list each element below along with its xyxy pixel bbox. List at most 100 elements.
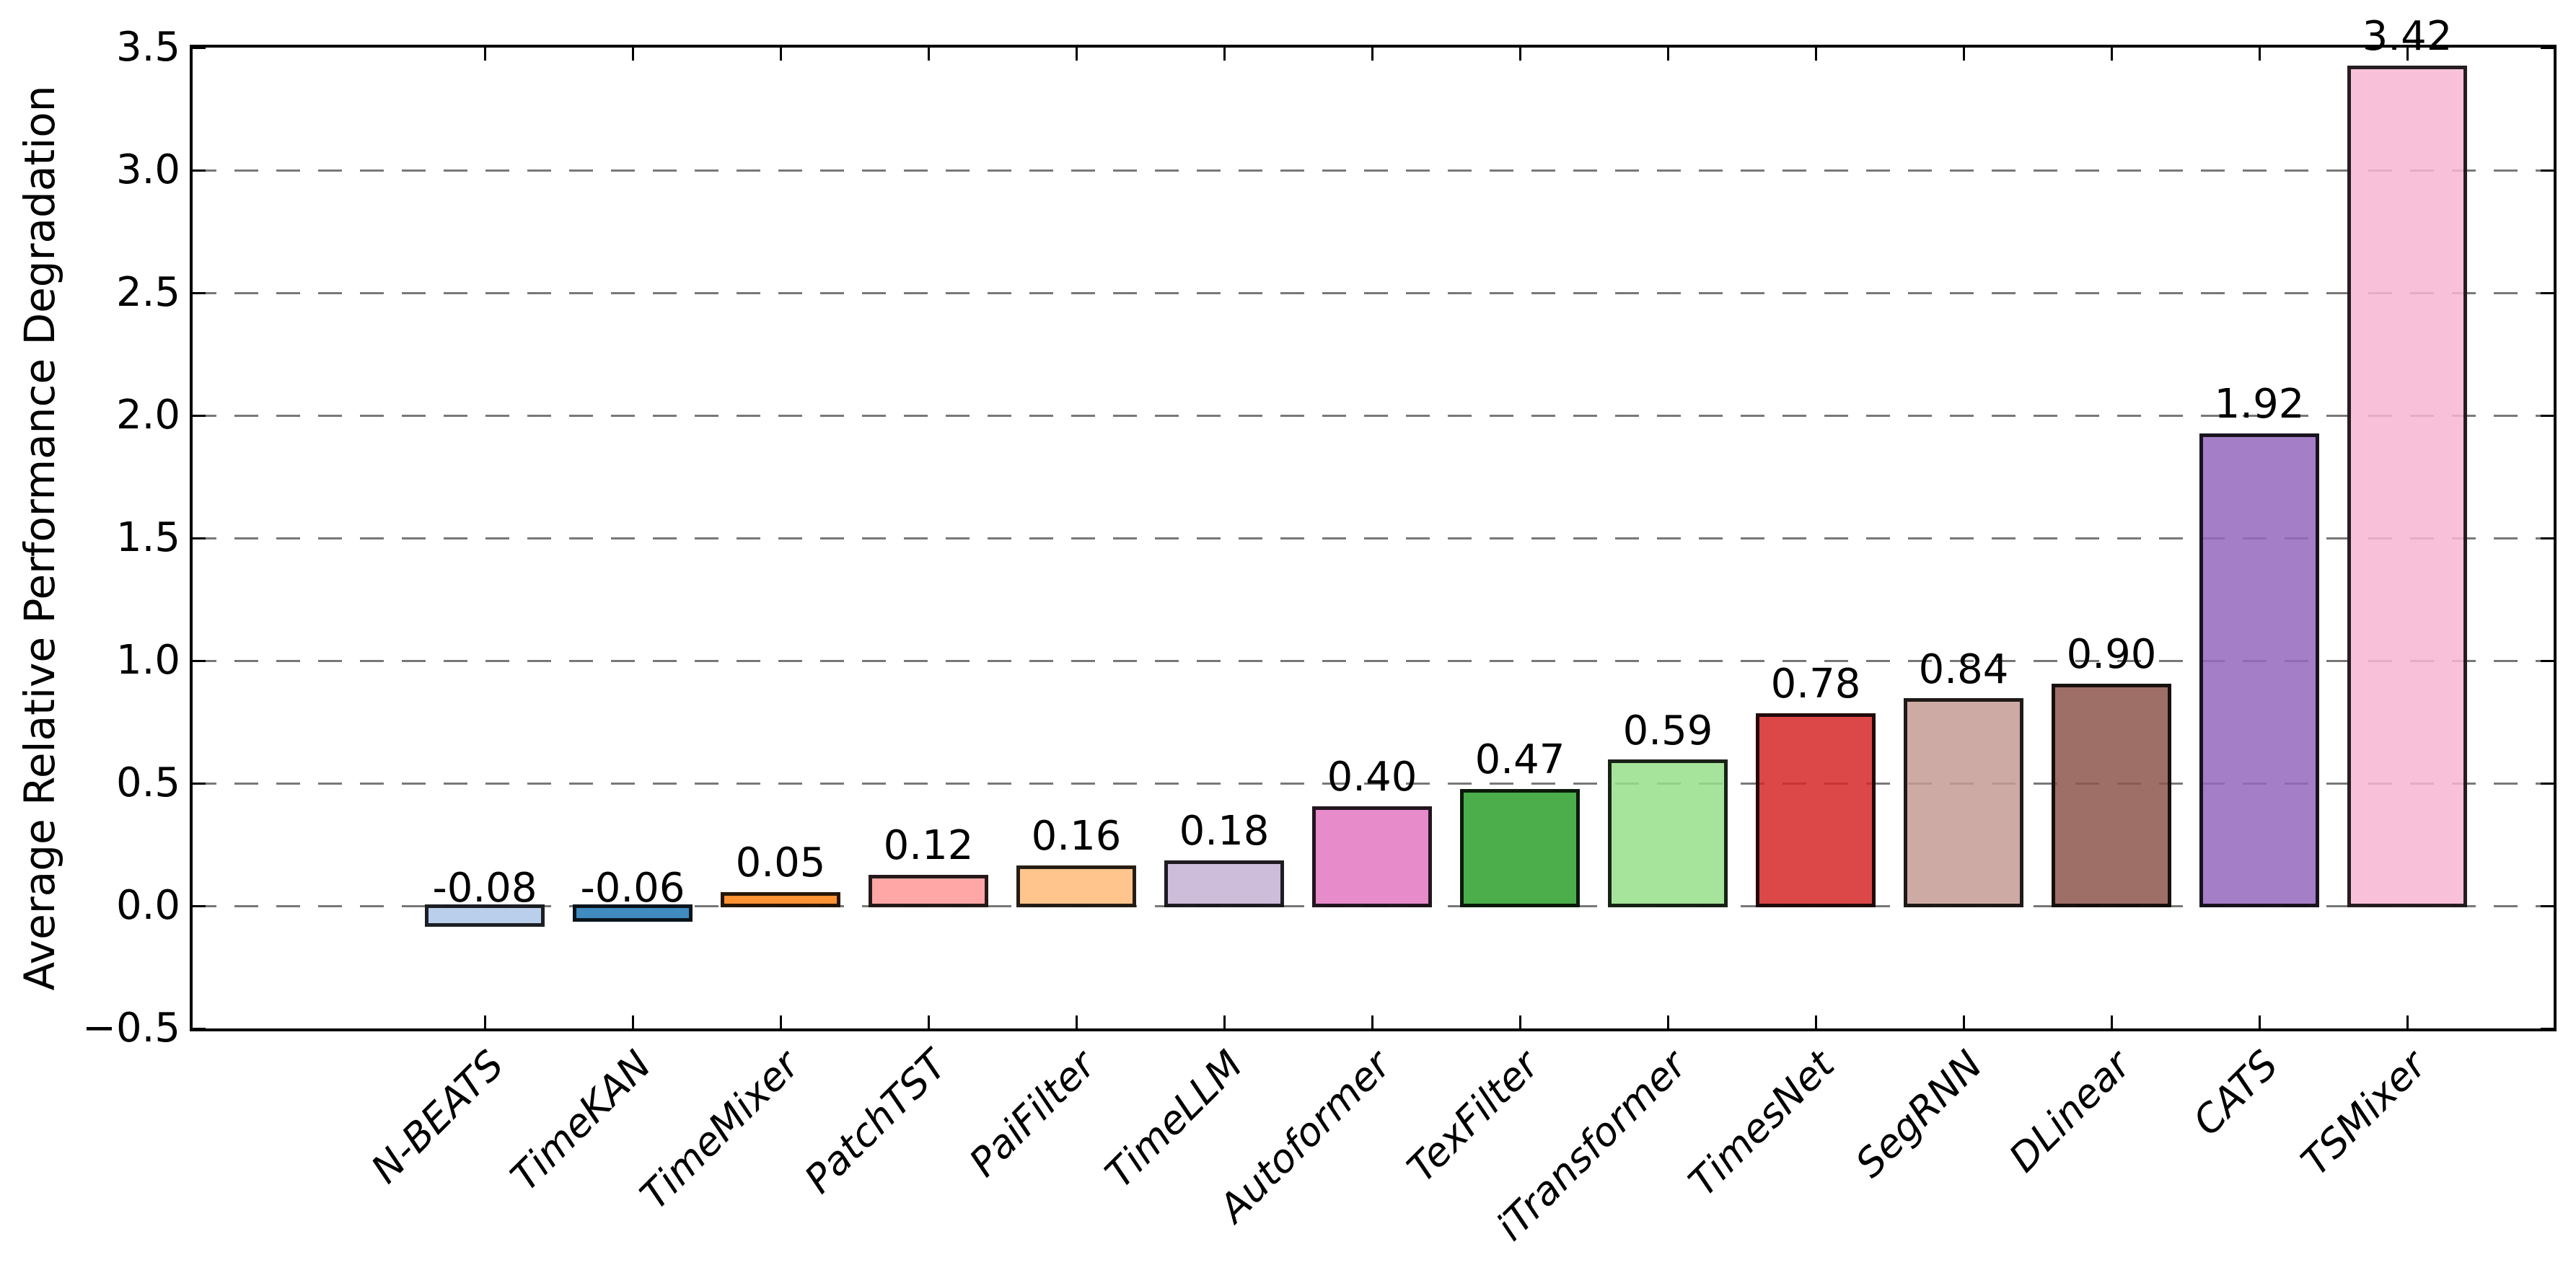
x-tick-top [483, 48, 486, 61]
y-tick-label: 3.5 [115, 24, 180, 71]
y-tick-left [193, 169, 206, 172]
x-tick-top [2406, 48, 2409, 61]
x-tick-top [1666, 48, 1669, 61]
bar-value-label: 1.92 [2214, 381, 2305, 428]
y-tick-label: 1.0 [115, 637, 180, 684]
x-tick-top [927, 48, 930, 61]
x-tick-bottom [2258, 1015, 2261, 1028]
x-tick-bottom [779, 1015, 782, 1028]
y-tick-right [2541, 659, 2554, 662]
y-tick-label: 1.5 [115, 514, 180, 561]
y-tick-label: −0.5 [82, 1005, 180, 1052]
gridline-y-3.0 [193, 169, 2554, 172]
y-tick-label: 0.0 [115, 882, 180, 929]
x-tick-label-CATS: CATS [2184, 1041, 2287, 1145]
x-tick-bottom [631, 1015, 634, 1028]
bar-value-label: 0.59 [1622, 707, 1713, 754]
gridline-y-2.5 [193, 291, 2554, 294]
x-tick-bottom [483, 1015, 486, 1028]
y-tick-label: 2.5 [115, 269, 180, 316]
bar-PatchTST [869, 875, 988, 907]
y-tick-label: 3.0 [115, 146, 180, 193]
x-tick-top [2258, 48, 2261, 61]
x-tick-top [2110, 48, 2113, 61]
bar-TexFilter [1460, 789, 1580, 907]
gridline-y-0.5 [193, 782, 2554, 785]
x-tick-bottom [2406, 1015, 2409, 1028]
x-tick-label-TimeMixer: TimeMixer [631, 1041, 809, 1219]
y-tick-right [2541, 1027, 2554, 1030]
x-tick-bottom [2110, 1015, 2113, 1028]
x-tick-top [1075, 48, 1078, 61]
y-tick-right [2541, 169, 2554, 172]
x-tick-top [631, 48, 634, 61]
x-tick-label-TSMixer: TSMixer [2292, 1041, 2435, 1185]
y-tick-right [2541, 904, 2554, 907]
x-tick-top [1371, 48, 1373, 61]
bar-iTransformer [1608, 759, 1728, 907]
y-tick-left [193, 46, 206, 49]
y-tick-left [193, 904, 206, 907]
y-tick-left [193, 1027, 206, 1030]
y-tick-right [2541, 291, 2554, 294]
x-tick-bottom [1075, 1015, 1078, 1028]
bar-value-label: -0.08 [432, 865, 537, 912]
y-tick-left [193, 291, 206, 294]
bar-CATS [2199, 433, 2319, 907]
bar-N-BEATS [425, 904, 545, 927]
bar-Autoformer [1312, 806, 1432, 907]
x-tick-bottom [1518, 1015, 1521, 1028]
x-tick-label-DLinear: DLinear [2000, 1041, 2140, 1181]
bar-DLinear [2052, 684, 2171, 907]
x-tick-label-PaiFilter: PaiFilter [960, 1041, 1104, 1186]
bar-value-label: 0.05 [735, 839, 826, 887]
x-tick-bottom [1666, 1015, 1669, 1028]
bar-value-label: 0.12 [883, 822, 974, 870]
x-tick-label-TimesNet: TimesNet [1680, 1041, 1844, 1205]
x-tick-bottom [927, 1015, 930, 1028]
bar-TimeLLM [1164, 860, 1284, 907]
x-tick-bottom [1223, 1015, 1226, 1028]
x-tick-label-TimeKAN: TimeKAN [502, 1041, 661, 1200]
x-tick-top [1814, 48, 1817, 61]
y-tick-right [2541, 537, 2554, 539]
x-tick-label-SegRNN: SegRNN [1846, 1041, 1992, 1186]
y-tick-right [2541, 46, 2554, 49]
gridline-y-2.0 [193, 414, 2554, 417]
bar-value-label: -0.06 [580, 865, 685, 912]
x-tick-top [1518, 48, 1521, 61]
bar-value-label: 0.90 [2066, 631, 2157, 679]
plot-frame [190, 45, 2557, 1031]
bar-TimesNet [1756, 713, 1876, 907]
bar-PaiFilter [1016, 865, 1136, 907]
y-tick-label: 2.0 [115, 392, 180, 439]
bar-SegRNN [1904, 698, 2023, 907]
bar-TimeKAN [573, 904, 693, 922]
x-tick-bottom [1371, 1015, 1373, 1028]
bar-value-label: 0.40 [1327, 754, 1417, 801]
gridline-y-1.0 [193, 659, 2554, 662]
x-tick-top [1962, 48, 1965, 61]
x-tick-top [779, 48, 782, 61]
y-tick-left [193, 659, 206, 662]
bar-value-label: 0.78 [1770, 661, 1861, 708]
y-tick-right [2541, 414, 2554, 417]
bar-TimeMixer [721, 892, 840, 907]
x-tick-label-TexFilter: TexFilter [1398, 1041, 1548, 1191]
y-tick-left [193, 537, 206, 539]
x-tick-label-TimeLLM: TimeLLM [1096, 1041, 1252, 1197]
x-tick-bottom [1814, 1015, 1817, 1028]
y-tick-left [193, 782, 206, 785]
bar-value-label: 0.16 [1031, 812, 1122, 860]
bar-value-label: 0.47 [1474, 736, 1565, 784]
gridline-y-1.5 [193, 537, 2554, 539]
x-tick-label-PatchTST: PatchTST [796, 1041, 957, 1202]
x-tick-label-N-BEATS: N-BEATS [362, 1041, 513, 1192]
bar-TSMixer [2347, 66, 2467, 907]
x-tick-bottom [1962, 1015, 1965, 1028]
y-tick-right [2541, 782, 2554, 785]
y-tick-label: 0.5 [115, 759, 180, 806]
y-tick-left [193, 414, 206, 417]
bar-value-label: 0.84 [1918, 645, 2009, 693]
